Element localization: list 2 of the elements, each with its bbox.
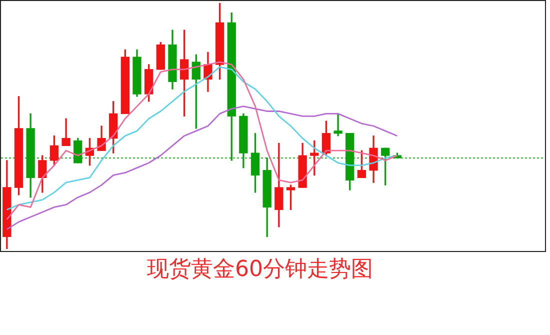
text: 现货黄金60分钟走势图: [146, 256, 374, 284]
candlestick: [334, 113, 342, 136]
